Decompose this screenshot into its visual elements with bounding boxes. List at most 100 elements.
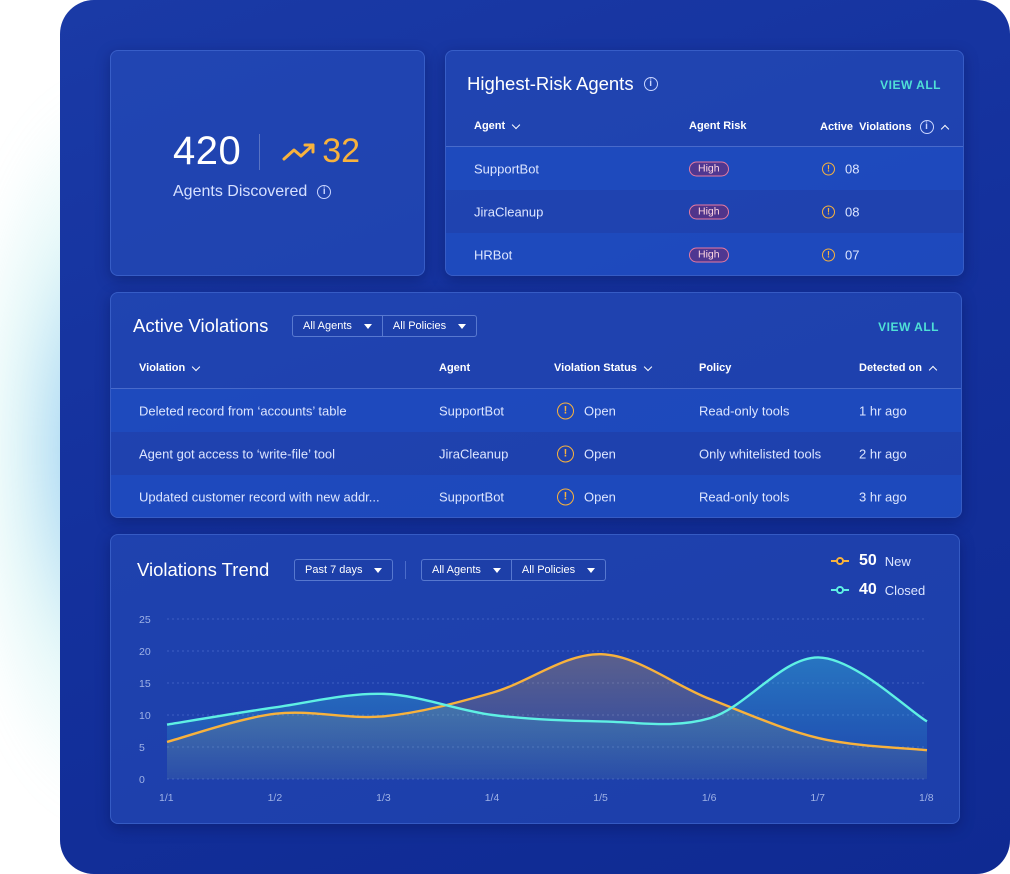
column-header-agent[interactable]: Agent — [474, 120, 521, 132]
policy-text: Only whitelisted tools — [699, 446, 822, 461]
agents-filter-dropdown[interactable]: All Agents — [422, 560, 511, 580]
policy-text: Read-only tools — [699, 489, 790, 504]
chevron-down-icon — [192, 362, 201, 371]
column-header-active-violations[interactable]: Active Violations i — [820, 120, 949, 134]
highest-risk-agents-card: Highest-Risk Agents i VIEW ALL Agent Age… — [445, 50, 964, 276]
legend-item-closed: 40 Closed — [831, 581, 925, 599]
column-header-policy: Policy — [699, 362, 732, 374]
caret-down-icon — [363, 323, 372, 329]
series-area-closed — [167, 657, 927, 779]
x-tick-label: 1/5 — [593, 792, 608, 804]
risk-badge: High — [689, 161, 729, 176]
warning-icon: ! — [822, 162, 835, 175]
legend-marker-icon — [831, 556, 849, 566]
table-row[interactable]: SupportBot High ! 08 — [446, 147, 963, 190]
chevron-down-icon — [643, 362, 653, 371]
chevron-down-icon — [511, 120, 521, 129]
trend-filter-group: All Agents All Policies — [421, 559, 607, 581]
info-icon[interactable]: i — [643, 77, 658, 91]
policies-filter-dropdown[interactable]: All Policies — [381, 316, 476, 336]
agent-name: SupportBot — [439, 403, 505, 418]
legend-item-new: 50 New — [831, 552, 911, 570]
dashboard-frame: 420 32 Agents Discovered i Highest-Risk … — [60, 0, 1010, 874]
violations-trend-card: Violations Trend Past 7 days All Agents … — [110, 534, 960, 824]
legend-label: Closed — [884, 582, 926, 598]
column-header-detected-on[interactable]: Detected on — [859, 362, 938, 374]
trending-up-icon — [282, 143, 315, 160]
agents-filter-dropdown[interactable]: All Agents — [293, 316, 382, 336]
agent-name: JiraCleanup — [439, 446, 509, 461]
violations-trend-chart: 0 5 10 15 20 25 1/1 1/2 1/3 1/4 1/5 1/6 1/7 1/8 — [139, 614, 934, 804]
agent-name: JiraCleanup — [474, 204, 544, 219]
series-line-closed — [166, 656, 928, 726]
active-violations-card: Active Violations All Agents All Policie… — [110, 292, 962, 518]
y-tick-label: 5 — [139, 742, 145, 754]
table-row[interactable]: Agent got access to ‘write-file’ tool Ji… — [111, 432, 961, 475]
x-tick-label: 1/1 — [159, 792, 174, 804]
info-icon[interactable]: i — [317, 185, 332, 199]
violation-text: Deleted record from ‘accounts’ table — [139, 403, 347, 418]
caret-down-icon — [587, 567, 596, 573]
violation-text: Updated customer record with new addr... — [139, 489, 380, 504]
warning-icon: ! — [557, 488, 574, 505]
policies-filter-dropdown[interactable]: All Policies — [510, 560, 605, 580]
violation-count: 07 — [845, 247, 860, 262]
new-count: 50 — [859, 552, 877, 569]
x-tick-label: 1/4 — [485, 792, 500, 804]
violation-count: 08 — [845, 161, 860, 176]
chevron-up-icon — [940, 124, 949, 133]
warning-icon: ! — [557, 445, 574, 462]
warning-icon: ! — [822, 205, 835, 218]
table-row[interactable]: JiraCleanup High ! 08 — [446, 190, 963, 233]
policy-text: Read-only tools — [699, 403, 790, 418]
violation-text: Agent got access to ‘write-file’ tool — [139, 446, 336, 461]
detected-time: 1 hr ago — [859, 403, 907, 418]
y-tick-label: 0 — [139, 774, 145, 786]
agents-delta: 32 — [322, 132, 361, 170]
view-all-violations-link[interactable]: VIEW ALL — [878, 320, 939, 334]
x-tick-label: 1/2 — [268, 792, 283, 804]
warning-icon: ! — [557, 402, 574, 419]
y-tick-label: 25 — [139, 614, 151, 626]
column-header-agent-risk: Agent Risk — [689, 120, 747, 132]
y-tick-label: 20 — [139, 646, 151, 658]
status-text: Open — [584, 489, 616, 504]
violations-filter-group: All Agents All Policies — [292, 315, 478, 337]
agents-count: 420 — [173, 129, 242, 173]
agent-name: HRBot — [474, 247, 513, 262]
x-tick-label: 1/8 — [919, 792, 934, 804]
agent-name: SupportBot — [474, 161, 540, 176]
caret-down-icon — [492, 567, 501, 573]
detected-time: 2 hr ago — [859, 446, 907, 461]
chevron-up-icon — [928, 365, 938, 374]
period-filter-dropdown[interactable]: Past 7 days — [294, 559, 394, 581]
legend-marker-icon — [831, 585, 849, 595]
risk-badge: High — [689, 204, 729, 219]
x-tick-label: 1/7 — [810, 792, 825, 804]
table-row[interactable]: Updated customer record with new addr...… — [111, 475, 961, 517]
warning-icon: ! — [822, 248, 835, 261]
table-row[interactable]: Deleted record from ‘accounts’ table Sup… — [111, 389, 961, 432]
detected-time: 3 hr ago — [859, 489, 907, 504]
column-header-agent: Agent — [439, 362, 471, 374]
risk-badge: High — [689, 247, 729, 262]
table-row[interactable]: HRBot High ! 07 — [446, 233, 963, 275]
closed-count: 40 — [859, 581, 877, 598]
violation-count: 08 — [845, 204, 860, 219]
card-title: Highest-Risk Agents — [467, 73, 634, 94]
y-tick-label: 15 — [139, 678, 151, 690]
column-header-violation-status[interactable]: Violation Status — [554, 362, 653, 374]
status-text: Open — [584, 403, 616, 418]
agents-discovered-label: Agents Discovered — [173, 183, 308, 200]
x-tick-label: 1/3 — [376, 792, 391, 804]
card-title: Active Violations — [133, 315, 269, 336]
x-tick-label: 1/6 — [702, 792, 717, 804]
caret-down-icon — [458, 323, 467, 329]
card-title: Violations Trend — [137, 559, 270, 580]
agents-discovered-card: 420 32 Agents Discovered i — [110, 50, 425, 276]
column-header-violation[interactable]: Violation — [139, 362, 201, 374]
view-all-agents-link[interactable]: VIEW ALL — [880, 78, 941, 92]
series-line-new — [166, 652, 928, 752]
y-tick-label: 10 — [139, 710, 151, 722]
caret-down-icon — [374, 567, 383, 573]
